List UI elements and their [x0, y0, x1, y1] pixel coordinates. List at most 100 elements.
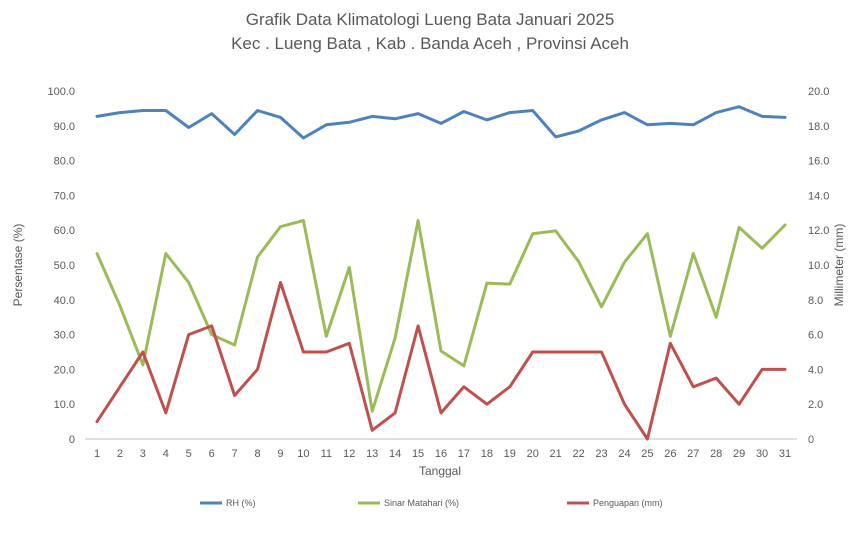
y-tick-label: 40.0: [54, 295, 75, 307]
data-point-penguapan-mm: [325, 351, 328, 354]
x-tick-label: 2: [117, 448, 123, 460]
data-point-sinar-matahari: [279, 225, 282, 228]
y2-tick-label: 8.0: [808, 295, 823, 307]
data-point-penguapan-mm: [554, 351, 557, 354]
data-point-penguapan-mm: [348, 342, 351, 345]
data-point-penguapan-mm: [118, 385, 121, 388]
y-tick-label: 20.0: [54, 364, 75, 376]
legend-item-rh: RH (%): [200, 498, 256, 508]
data-point-rh: [210, 112, 213, 115]
data-point-rh: [669, 122, 672, 125]
data-point-rh: [141, 109, 144, 112]
data-point-sinar-matahari: [462, 364, 465, 367]
x-tick-label: 9: [277, 448, 283, 460]
x-tick-label: 16: [435, 448, 447, 460]
data-point-rh: [761, 115, 764, 118]
y-tick-label: 70.0: [54, 190, 75, 202]
data-point-penguapan-mm: [623, 403, 626, 406]
x-tick-label: 22: [572, 448, 584, 460]
x-tick-label: 5: [186, 448, 192, 460]
data-point-penguapan-mm: [462, 385, 465, 388]
x-tick-label: 19: [504, 448, 516, 460]
y-tick-label: 0: [69, 434, 75, 446]
data-point-sinar-matahari: [738, 226, 741, 229]
data-point-sinar-matahari: [784, 224, 787, 227]
data-point-penguapan-mm: [646, 438, 649, 441]
y2-tick-label: 18.0: [808, 121, 829, 133]
y2-tick-label: 10.0: [808, 260, 829, 272]
data-point-penguapan-mm: [485, 403, 488, 406]
y-axis-label: Persentase (%): [11, 224, 25, 307]
legend-label-rh: RH (%): [226, 498, 256, 508]
data-point-sinar-matahari: [508, 283, 511, 286]
data-point-sinar-matahari: [623, 261, 626, 264]
data-point-sinar-matahari: [233, 344, 236, 347]
y2-axis-label: Millimeter (mm): [832, 224, 846, 307]
data-point-sinar-matahari: [669, 335, 672, 338]
y2-tick-label: 6.0: [808, 330, 823, 342]
data-point-rh: [256, 109, 259, 112]
chart-title: Grafik Data Klimatologi Lueng Bata Janua…: [246, 10, 615, 29]
data-point-penguapan-mm: [784, 368, 787, 371]
data-point-rh: [118, 111, 121, 114]
x-tick-label: 25: [641, 448, 653, 460]
data-point-penguapan-mm: [233, 394, 236, 397]
legend-label-sinar-matahari: Sinar Matahari (%): [384, 498, 459, 508]
x-tick-label: 24: [618, 448, 630, 460]
data-point-rh: [554, 135, 557, 138]
data-point-sinar-matahari: [96, 252, 99, 255]
data-point-rh: [394, 117, 397, 120]
x-tick-label: 27: [687, 448, 699, 460]
x-tick-label: 23: [595, 448, 607, 460]
x-tick-label: 12: [343, 448, 355, 460]
series-layer: [95, 105, 787, 441]
legend: RH (%) Sinar Matahari (%) Penguapan (mm): [200, 498, 663, 508]
y2-tick-label: 2.0: [808, 399, 823, 411]
x-tick-label: 18: [481, 448, 493, 460]
legend-label-penguapan: Penguapan (mm): [593, 498, 663, 508]
data-point-sinar-matahari: [646, 232, 649, 235]
right-axis-ticks: 0 2.0 4.0 6.0 8.0 10.0 12.0 14.0 16.0 18.0 20.0: [808, 86, 829, 446]
data-point-rh: [96, 115, 99, 118]
data-point-sinar-matahari: [417, 219, 420, 222]
data-point-rh: [279, 116, 282, 119]
y2-tick-label: 12.0: [808, 225, 829, 237]
y-tick-label: 60.0: [54, 225, 75, 237]
x-tick-label: 20: [527, 448, 539, 460]
data-point-penguapan-mm: [738, 403, 741, 406]
data-point-sinar-matahari: [187, 281, 190, 284]
data-point-rh: [348, 121, 351, 124]
data-point-sinar-matahari: [348, 266, 351, 269]
x-tick-label: 10: [297, 448, 309, 460]
data-point-sinar-matahari: [371, 410, 374, 413]
y-tick-label: 80.0: [54, 156, 75, 168]
data-point-rh: [485, 118, 488, 121]
x-tick-label: 17: [458, 448, 470, 460]
x-tick-label: 8: [254, 448, 260, 460]
x-axis-label: Tanggal: [419, 464, 461, 478]
x-tick-label: 6: [209, 448, 215, 460]
x-tick-label: 1: [94, 448, 100, 460]
y-tick-label: 50.0: [54, 260, 75, 272]
y2-tick-label: 20.0: [808, 86, 829, 98]
chart-subtitle: Kec . Lueng Bata , Kab . Banda Aceh , Pr…: [231, 34, 629, 53]
x-tick-label: 3: [140, 448, 146, 460]
data-point-sinar-matahari: [600, 305, 603, 308]
data-point-rh: [715, 111, 718, 114]
data-point-rh: [531, 109, 534, 112]
y-tick-label: 30.0: [54, 330, 75, 342]
data-point-penguapan-mm: [96, 420, 99, 423]
y2-tick-label: 14.0: [808, 190, 829, 202]
data-point-sinar-matahari: [692, 252, 695, 255]
data-point-penguapan-mm: [371, 429, 374, 432]
x-tick-label: 28: [710, 448, 722, 460]
data-point-penguapan-mm: [669, 342, 672, 345]
x-tick-label: 26: [664, 448, 676, 460]
data-point-rh: [508, 111, 511, 114]
x-tick-label: 13: [366, 448, 378, 460]
data-point-rh: [371, 115, 374, 118]
data-point-penguapan-mm: [279, 281, 282, 284]
data-point-sinar-matahari: [394, 337, 397, 340]
data-point-sinar-matahari: [440, 350, 443, 353]
